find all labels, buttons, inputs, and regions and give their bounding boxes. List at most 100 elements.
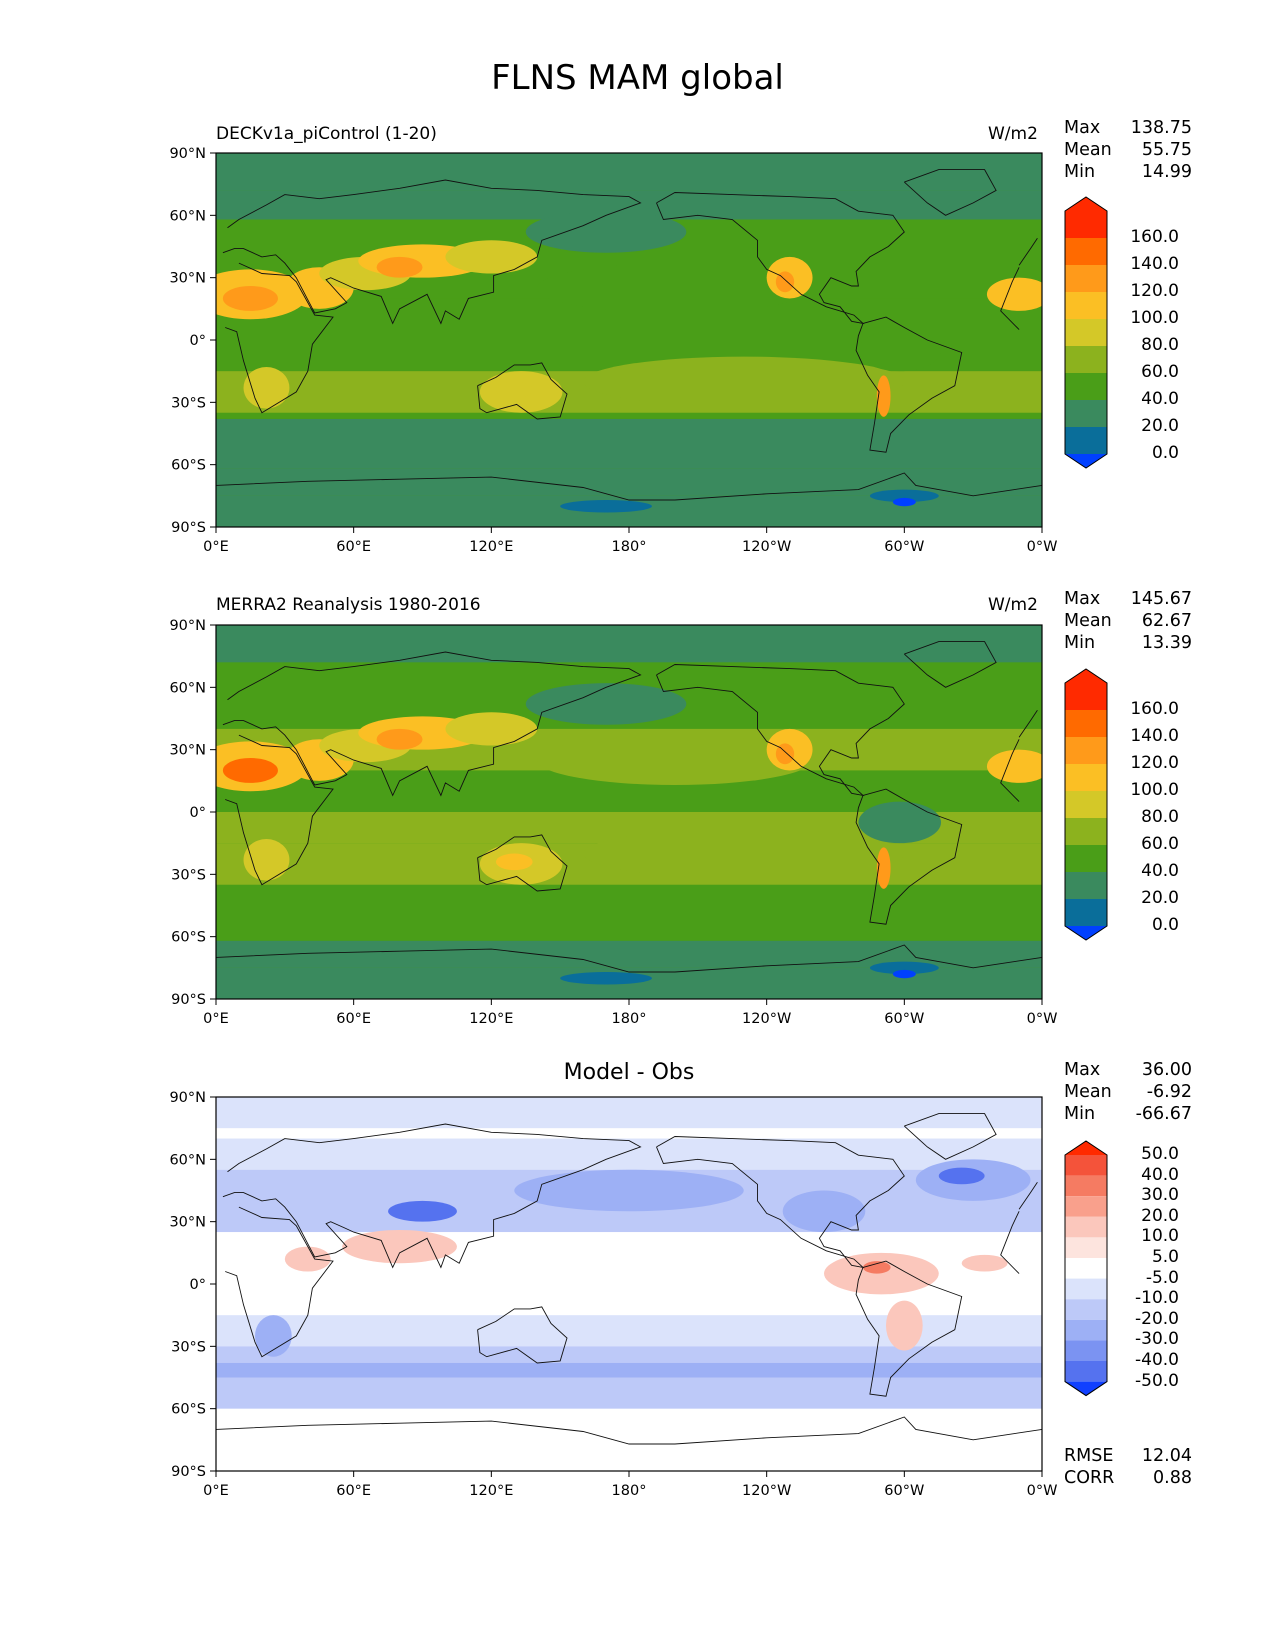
map-blob	[495, 853, 533, 871]
colorbar-segment	[1065, 1278, 1107, 1300]
colorbar-segment	[1065, 346, 1107, 373]
stat-mean-value: 55.75	[1141, 140, 1192, 160]
coastline	[855, 1260, 963, 1397]
map-blob	[876, 847, 891, 889]
map-band	[216, 418, 1042, 469]
map-blob	[525, 211, 687, 253]
map-band	[216, 625, 1042, 663]
coastline	[222, 1123, 1038, 1269]
figure-title: FLNS MAM global	[491, 58, 784, 98]
map-band	[216, 1138, 1042, 1170]
stat-min-value: -66.67	[1135, 1104, 1192, 1124]
coastline	[855, 788, 963, 925]
map-field	[216, 625, 1042, 999]
colorbar-segment	[1065, 1319, 1107, 1341]
map-blob	[537, 735, 813, 785]
map-blob	[583, 356, 905, 407]
colorbar-segment	[1065, 1155, 1107, 1176]
map-blob	[869, 961, 939, 975]
colorbar-tick-label: 50.0	[1141, 1144, 1179, 1164]
colorbar-segment	[1065, 1299, 1107, 1320]
stat-max-value: 138.75	[1130, 118, 1192, 138]
coastline	[656, 664, 905, 797]
colorbar-tick-label: 100.0	[1130, 780, 1179, 800]
colorbar-outline	[1064, 1140, 1108, 1397]
colorbar-segment	[1065, 872, 1107, 899]
map-blob	[876, 375, 891, 417]
map-blob	[376, 728, 423, 750]
colorbar-tick-label: 20.0	[1141, 416, 1179, 436]
colorbar-tick-label: 60.0	[1141, 362, 1179, 382]
colorbar	[1064, 668, 1108, 941]
panel-obs: MERRA2 Reanalysis 1980-2016 W/m2 Max 145.…	[0, 0, 1275, 653]
colorbar-outline	[1064, 196, 1108, 469]
lon-tick-label: 0°E	[203, 1011, 229, 1027]
coastline	[216, 472, 1042, 501]
lon-tick-label: 120°E	[469, 1483, 513, 1499]
map-blob	[869, 489, 939, 503]
colorbar	[1064, 1140, 1108, 1397]
colorbar-segment	[1065, 265, 1107, 292]
map-blob	[863, 1261, 891, 1274]
coastline	[222, 651, 1038, 797]
map-blob	[495, 381, 533, 399]
map-axes: 90°N 60°N 30°N 0° 30°S 60°S 90°S 0°E 60°E 120°E 18…	[169, 1090, 1057, 1499]
lat-tick-label: 60°N	[169, 680, 206, 696]
colorbar-tick-label: 10.0	[1141, 1226, 1179, 1247]
lat-tick-label: 90°N	[169, 1090, 206, 1106]
stat-max-label: Max	[1064, 589, 1101, 609]
lat-tick-label: 30°N	[169, 1215, 206, 1231]
colorbar-tick-label: 140.0	[1130, 726, 1179, 746]
stat-mean-label: Mean	[1064, 611, 1112, 631]
colorbar-segment	[1065, 427, 1107, 454]
map-band	[216, 1097, 1042, 1129]
map-blob	[376, 256, 423, 278]
colorbar-outline	[1064, 668, 1108, 941]
map-blob	[445, 240, 538, 274]
colorbar-segment	[1065, 319, 1107, 346]
colorbar-extend-min	[1065, 1381, 1107, 1396]
lon-tick-label: 60°W	[884, 1011, 924, 1027]
colorbar-tick-label: 40.0	[1141, 861, 1179, 881]
colorbar-segment	[1065, 1175, 1107, 1197]
map-diff	[216, 1097, 1042, 1471]
lat-tick-label: 0°	[190, 805, 206, 821]
lon-tick-label: 120°W	[742, 539, 791, 555]
colorbar-tick-label: 120.0	[1130, 753, 1179, 773]
colorbar-tick-label: 20.0	[1141, 888, 1179, 908]
lat-tick-label: 60°S	[171, 930, 206, 946]
lon-tick-label: 0°W	[1027, 1483, 1058, 1499]
map-blob	[775, 743, 795, 765]
panel-stats: Max 145.67 Mean 62.67 Min 13.39	[1064, 588, 1192, 654]
colorbar-segment	[1065, 211, 1107, 238]
colorbar-tick-label: 40.0	[1141, 389, 1179, 409]
lat-tick-label: 90°S	[171, 992, 206, 1008]
lat-tick-label: 30°S	[171, 395, 206, 411]
lon-tick-label: 60°E	[336, 1011, 371, 1027]
lat-tick-label: 90°N	[169, 618, 206, 634]
colorbar-extend-min	[1065, 454, 1107, 468]
stat-max-label: Max	[1064, 118, 1101, 138]
coastline	[477, 1306, 568, 1364]
colorbar-segment	[1065, 737, 1107, 764]
colorbar-segment	[1065, 1237, 1107, 1258]
colorbar-segment	[1065, 292, 1107, 319]
coastline	[225, 1206, 1020, 1358]
colorbar-tick-label: 0.0	[1151, 915, 1179, 935]
map-blob	[892, 969, 916, 979]
rmse-label: RMSE	[1064, 1446, 1114, 1466]
lon-tick-label: 60°E	[336, 1483, 371, 1499]
coastline	[477, 834, 568, 892]
colorbar-tick-label: 80.0	[1141, 807, 1179, 827]
colorbar-tick-label: 60.0	[1141, 834, 1179, 854]
stat-max-value: 145.67	[1130, 589, 1192, 609]
stat-mean-value: -6.92	[1146, 1082, 1192, 1102]
panel-model: DECKv1a_piControl (1-20) W/m2 Max 138.75 …	[0, 0, 1275, 460]
lon-tick-label: 120°E	[469, 1011, 513, 1027]
lon-tick-label: 0°E	[203, 1483, 229, 1499]
lat-tick-label: 90°N	[169, 146, 206, 162]
panel-stats: Max 36.00 Mean -6.92 Min -66.67	[1064, 1059, 1192, 1125]
map-blob	[961, 1254, 1008, 1272]
lat-tick-label: 30°S	[171, 1339, 206, 1355]
lat-tick-label: 90°S	[171, 520, 206, 536]
